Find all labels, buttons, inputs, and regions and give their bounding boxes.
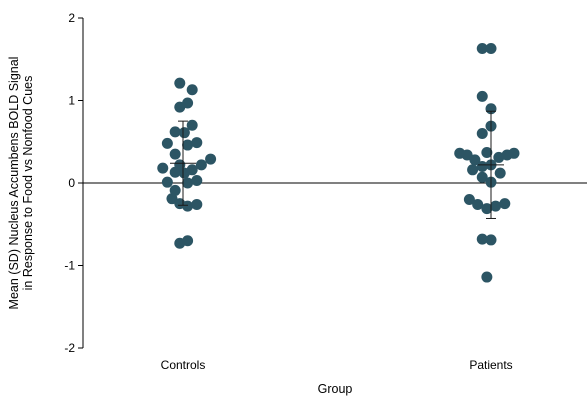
y-tick-label: 1 [68, 94, 75, 108]
data-point-controls [169, 148, 181, 160]
data-point-patients [476, 161, 488, 172]
data-point-controls [191, 137, 203, 149]
data-point-controls [205, 153, 217, 165]
data-point-patients [472, 198, 484, 210]
y-tick-label: 0 [68, 176, 75, 190]
y-axis-title-line: Mean (SD) Nucleus Accumbens BOLD Signal [7, 57, 21, 310]
data-point-controls [169, 126, 181, 138]
data-point-patients [461, 149, 473, 161]
x-axis-title: Group [318, 382, 353, 396]
data-point-controls [182, 177, 194, 189]
data-point-controls [195, 159, 207, 171]
x-category-label: Patients [469, 358, 512, 372]
data-point-controls [182, 200, 194, 212]
data-point-controls [157, 162, 169, 174]
data-point-patients [476, 90, 488, 102]
data-point-patients [494, 167, 506, 179]
y-tick-label: 2 [68, 11, 75, 25]
data-point-patients [476, 128, 488, 139]
y-axis-title-line: in Response to Food vs Nonfood Cues [21, 76, 35, 291]
data-point-patients [485, 43, 497, 55]
data-point-controls [191, 198, 203, 210]
data-point-controls [166, 193, 178, 205]
data-point-controls [182, 97, 194, 109]
axes [78, 17, 587, 349]
data-point-controls [161, 176, 173, 188]
data-point-controls [191, 175, 203, 187]
data-point-patients [508, 147, 520, 159]
data-point-patients [499, 198, 511, 210]
x-category-label: Controls [161, 358, 206, 372]
data-point-controls [161, 137, 173, 149]
data-point-controls [178, 127, 190, 139]
y-axis-title: Mean (SD) Nucleus Accumbens BOLD Signal i… [7, 57, 35, 310]
data-point-patients [490, 200, 502, 212]
data-points [157, 43, 520, 283]
data-point-patients [481, 146, 493, 158]
data-point-patients [493, 151, 505, 163]
axis-labels: 2 1 0 -1 -2 Controls Patients Group Mean (SD) Nu… [7, 11, 513, 396]
y-tick-label: -2 [64, 341, 75, 355]
data-point-patients [476, 171, 488, 183]
data-point-patients [485, 234, 497, 246]
data-point-controls [186, 164, 198, 176]
data-point-patients [481, 271, 493, 283]
data-point-controls [186, 119, 198, 131]
data-point-controls [186, 84, 198, 96]
data-point-patients [476, 233, 488, 245]
data-point-patients [481, 203, 493, 215]
data-point-patients [476, 43, 488, 55]
data-point-controls [182, 139, 194, 151]
data-point-controls [174, 77, 186, 89]
data-point-controls [182, 235, 194, 247]
data-point-patients [463, 194, 475, 205]
data-point-patients [467, 164, 479, 176]
y-tick-label: -1 [64, 259, 75, 273]
data-point-controls [169, 184, 181, 196]
data-point-patients [469, 154, 481, 166]
error-bars [170, 110, 504, 219]
